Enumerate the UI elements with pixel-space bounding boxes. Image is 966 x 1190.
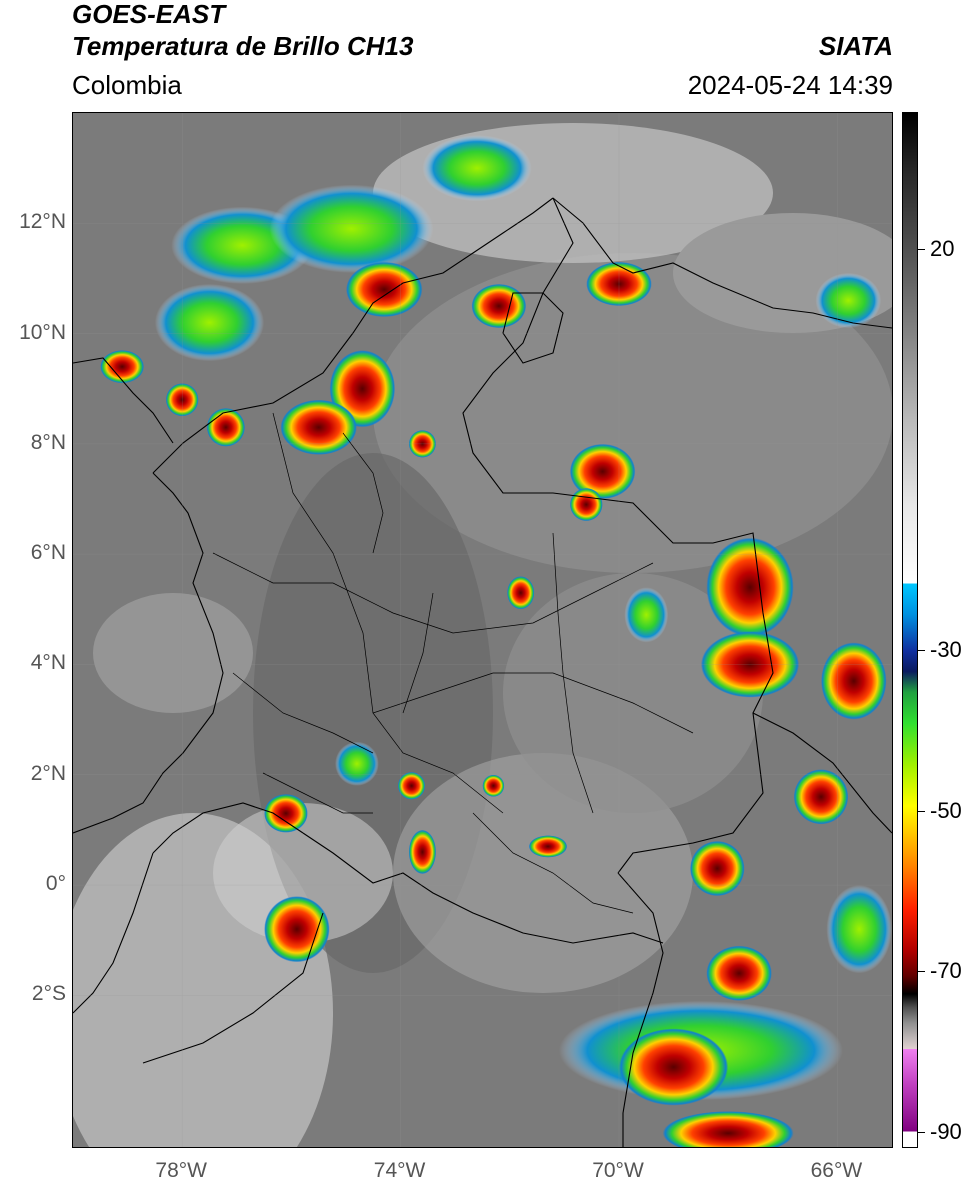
internal-division-7 (232, 672, 374, 754)
storm-cell (528, 835, 568, 858)
map-canvas (73, 113, 892, 1147)
internal-division-2 (212, 552, 654, 634)
storm-cell (619, 1028, 729, 1106)
datetime-label: 2024-05-24 14:39 (687, 70, 893, 100)
panama-border (73, 357, 174, 444)
lat-tick-label: 0° (45, 872, 66, 896)
satellite-map[interactable] (72, 112, 893, 1148)
lat-tick-label: 6°N (30, 541, 66, 565)
internal-division-4 (552, 532, 594, 814)
storm-cell (569, 443, 636, 500)
storm-cell (165, 383, 199, 417)
colorbar-tick-label: -90 (930, 1118, 962, 1144)
lon-tick-label: 66°W (810, 1159, 863, 1182)
storm-cell (507, 576, 535, 610)
internal-division-9 (472, 812, 634, 914)
convection-band (826, 885, 892, 974)
storm-cell (280, 399, 357, 455)
storm-cell (662, 1111, 794, 1147)
colorbar-tick-mark (918, 650, 925, 652)
lon-tick-label: 70°W (592, 1159, 644, 1182)
internal-division-3 (372, 672, 694, 734)
convection-band (624, 587, 669, 643)
convection-band (335, 741, 379, 786)
satellite-title: GOES-EAST (72, 0, 226, 29)
lat-tick-label: 12°N (19, 210, 66, 234)
storm-cell (689, 840, 745, 897)
colorbar-tick-mark (918, 1131, 925, 1133)
lon-tick-label: 74°W (373, 1159, 426, 1182)
lake-maracaibo (502, 292, 564, 364)
storm-cell (100, 350, 144, 384)
ecuador-coast (73, 852, 154, 1014)
political-borders (73, 197, 892, 1147)
colombia-venezuela-border (462, 197, 774, 874)
colorbar-tick-mark (918, 248, 925, 250)
lat-tick-label: 2°S (31, 982, 66, 1006)
colorbar-tick-mark (918, 971, 925, 973)
storm-cell (408, 430, 437, 458)
convection-band (422, 135, 532, 202)
lat-tick-label: 10°N (19, 320, 66, 344)
colombia-peru-border (302, 832, 664, 944)
colombia-brazil-border (617, 872, 664, 1147)
internal-division-5 (342, 432, 384, 554)
convection-band (815, 272, 882, 329)
storm-cell (471, 283, 527, 329)
internal-division-6 (402, 592, 434, 714)
colorbar-tick-label: 20 (930, 235, 955, 261)
graticule (73, 113, 892, 1147)
region-label: Colombia (72, 70, 182, 100)
lon-tick-label: 78°W (155, 1159, 207, 1182)
lat-tick-label: 2°N (30, 761, 66, 785)
storm-cell (264, 794, 308, 833)
peru-ecuador-border (142, 912, 324, 1064)
colombia-caribbean-coast (152, 197, 554, 474)
storm-cell (264, 896, 330, 963)
temperature-colorbar (902, 112, 918, 1148)
convection-band (154, 283, 265, 362)
colombia-ecuador-border (152, 802, 304, 854)
product-title: Temperatura de Brillo CH13 (72, 31, 414, 61)
colorbar-tick-label: -30 (930, 637, 962, 663)
colombia-pacific-coast (73, 472, 224, 834)
venezuela-coast (552, 197, 892, 329)
lat-tick-label: 8°N (30, 430, 66, 454)
colorbar-tick-label: -50 (930, 797, 962, 823)
colorbar-tick-mark (918, 810, 925, 812)
colorbar-tick-label: -70 (930, 958, 962, 984)
storm-cell (408, 829, 437, 875)
storm-cell (569, 487, 603, 522)
storm-cell (706, 537, 794, 637)
internal-division-1 (272, 412, 504, 814)
internal-division-8 (262, 772, 373, 814)
storm-cell (346, 261, 423, 318)
convection-band (269, 184, 434, 273)
storm-cell (706, 945, 772, 1001)
lat-tick-label: 4°N (30, 651, 66, 675)
storm-cell (329, 350, 396, 428)
venezuela-brazil-border (752, 712, 892, 834)
storm-cell (700, 631, 800, 698)
organization-label: SIATA (818, 31, 893, 61)
storm-cell (821, 642, 887, 720)
storm-cell (397, 772, 426, 800)
storm-cell (793, 769, 849, 825)
storm-cell (206, 408, 245, 447)
storm-cell (482, 774, 505, 797)
